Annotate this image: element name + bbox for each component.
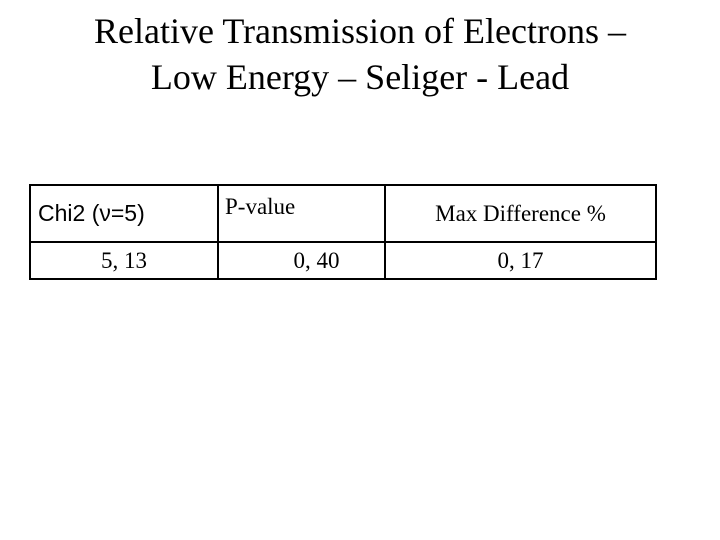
statistics-table: Chi2 (ν=5) P-value Max Difference % 5, 1… bbox=[29, 184, 657, 280]
cell-max-difference: 0, 17 bbox=[384, 241, 657, 280]
cell-chi2-value: 5, 13 bbox=[29, 241, 219, 280]
slide-title-line-2: Low Energy – Seliger - Lead bbox=[150, 57, 570, 97]
header-max-difference: Max Difference % bbox=[384, 184, 657, 243]
table-header-row: Chi2 (ν=5) P-value Max Difference % bbox=[29, 184, 657, 243]
cell-p-value: 0, 40 bbox=[217, 241, 386, 280]
header-chi2: Chi2 (ν=5) bbox=[29, 184, 219, 243]
header-p-value: P-value bbox=[217, 184, 386, 243]
slide-title: Relative Transmission of Electrons – Low… bbox=[0, 8, 720, 100]
table-row: 5, 13 0, 40 0, 17 bbox=[29, 241, 657, 280]
slide-title-line-1: Relative Transmission of Electrons – bbox=[94, 11, 626, 51]
